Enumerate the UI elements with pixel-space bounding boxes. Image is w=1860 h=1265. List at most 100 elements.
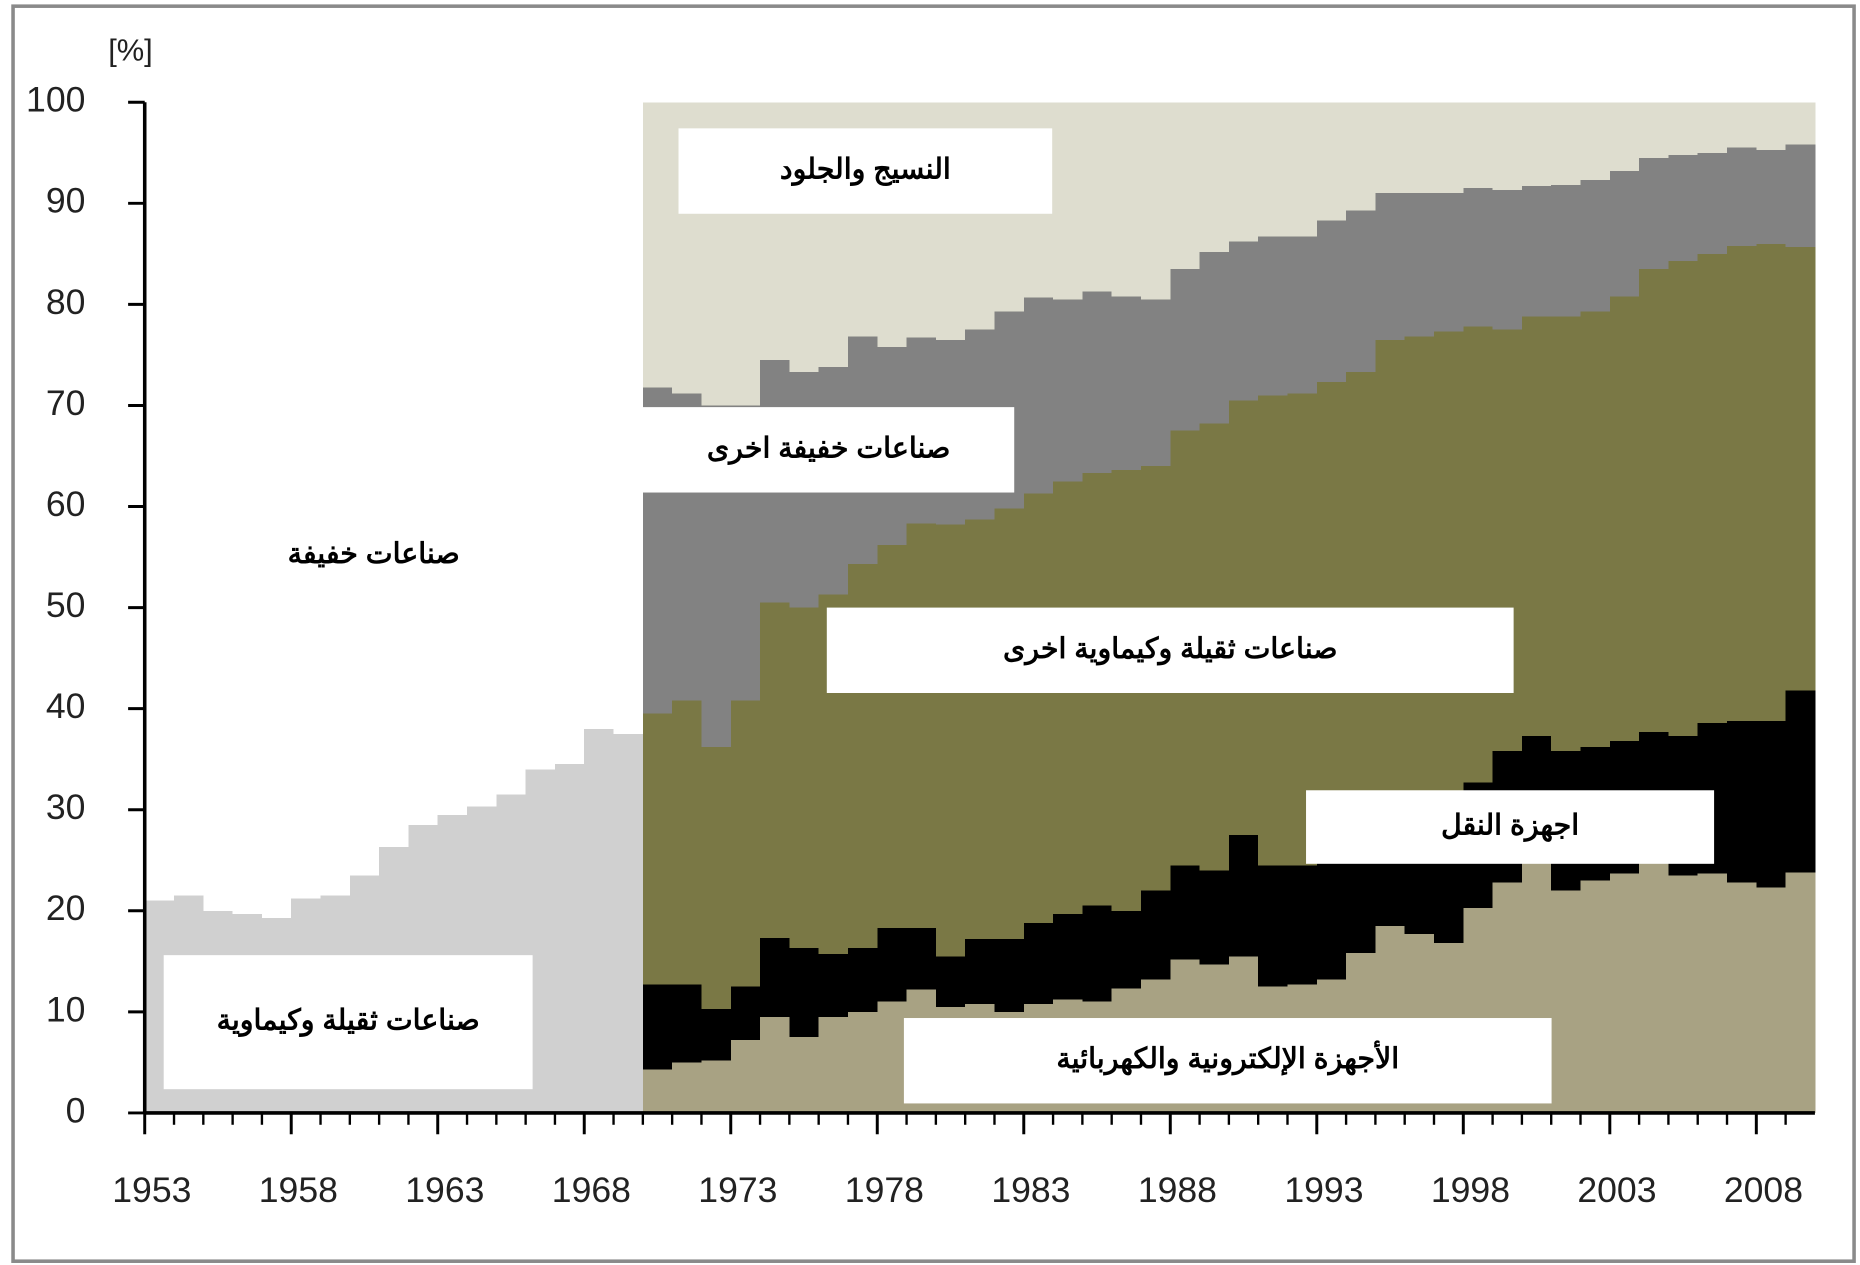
- x-tick-label: 2003: [1577, 1170, 1656, 1210]
- area-step: [1346, 862, 1377, 954]
- label-box: [1306, 790, 1715, 864]
- area-step: [1346, 102, 1377, 211]
- area-step: [1521, 102, 1552, 187]
- area-step: [1433, 331, 1465, 835]
- area-step: [1140, 299, 1171, 467]
- x-tick-label: 1993: [1284, 1170, 1363, 1210]
- area-step: [1580, 102, 1611, 181]
- area-step: [1697, 873, 1728, 1113]
- area-step: [584, 102, 615, 729]
- area-step: [965, 519, 996, 940]
- x-tick-label: 1988: [1138, 1170, 1217, 1210]
- area-step: [789, 948, 820, 1038]
- area-step: [1375, 102, 1406, 194]
- area-step: [642, 984, 673, 1070]
- area-step: [877, 1001, 908, 1113]
- area-step: [1463, 326, 1494, 783]
- area-step: [1287, 102, 1318, 237]
- area-step: [1023, 297, 1054, 494]
- area-step: [1082, 905, 1113, 1002]
- area-step: [1111, 910, 1142, 989]
- area-step: [1111, 296, 1142, 471]
- area-step: [760, 602, 791, 939]
- area-step: [1346, 210, 1377, 373]
- area-step: [1111, 102, 1142, 297]
- area-step: [584, 728, 615, 1113]
- area-step: [144, 102, 175, 901]
- area-step: [554, 764, 585, 1113]
- label-box: [678, 128, 1053, 214]
- area-step: [496, 102, 527, 795]
- area-step: [1521, 316, 1552, 736]
- area-step: [701, 747, 732, 1009]
- area-step: [1785, 690, 1816, 873]
- area-step: [1727, 245, 1758, 721]
- area-step: [1492, 102, 1523, 191]
- area-step: [1727, 102, 1758, 148]
- y-tick-label: 30: [46, 787, 86, 827]
- y-tick-label: 50: [46, 585, 86, 625]
- y-tick-label: 60: [46, 484, 86, 524]
- series-label: صناعات خفيفة اخرى: [707, 432, 950, 465]
- area-step: [789, 1037, 820, 1113]
- label-box: [903, 1018, 1552, 1104]
- area-step: [1082, 291, 1113, 474]
- area-step: [672, 700, 703, 985]
- area-step: [1316, 220, 1347, 383]
- area-step: [818, 1016, 849, 1113]
- x-tick-label: 1983: [991, 1170, 1070, 1210]
- area-step: [1785, 872, 1816, 1113]
- area-step: [1082, 102, 1113, 292]
- area-step: [1375, 193, 1406, 340]
- area-step: [1170, 102, 1201, 270]
- area-step: [613, 733, 644, 1113]
- area-step: [437, 102, 468, 815]
- y-tick-label: 0: [66, 1090, 86, 1130]
- area-step: [1668, 875, 1699, 1113]
- area-step: [1785, 144, 1816, 247]
- x-tick-label: 1978: [845, 1170, 924, 1210]
- area-step: [730, 700, 761, 987]
- area-step: [1404, 336, 1435, 863]
- x-tick-label: 1953: [112, 1170, 191, 1210]
- area-step: [1580, 311, 1611, 748]
- area-step: [935, 524, 966, 957]
- label-box: [826, 607, 1514, 693]
- label-box: [642, 407, 1015, 493]
- area-step: [1727, 720, 1758, 883]
- x-tick-label: 1968: [552, 1170, 631, 1210]
- area-step: [1053, 102, 1084, 300]
- area-step: [1756, 102, 1787, 150]
- y-tick-label: 80: [46, 282, 86, 322]
- area-step: [232, 102, 263, 914]
- area-step: [1199, 870, 1230, 965]
- area-step: [1551, 316, 1582, 752]
- area-step: [847, 1011, 878, 1113]
- area-step: [1639, 862, 1670, 1113]
- area-step: [467, 102, 498, 807]
- area-step: [877, 544, 908, 928]
- area-step: [1697, 152, 1728, 254]
- area-step: [1170, 269, 1201, 431]
- area-step: [760, 938, 791, 1017]
- area-step: [1551, 890, 1582, 1113]
- area-step: [261, 102, 292, 918]
- area-step: [1199, 251, 1230, 424]
- area-step: [672, 984, 703, 1063]
- area-step: [1316, 862, 1347, 980]
- area-step: [1316, 102, 1347, 221]
- series-label: صناعات ثقيلة وكيماوية: [217, 1005, 480, 1038]
- area-step: [1170, 865, 1201, 960]
- area-step: [1609, 873, 1640, 1113]
- area-step: [642, 102, 673, 388]
- area-step: [408, 102, 439, 825]
- area-step: [906, 523, 937, 928]
- area-step: [1463, 188, 1494, 327]
- area-step: [760, 1016, 791, 1113]
- area-step: [906, 927, 937, 990]
- area-step: [1140, 102, 1171, 300]
- overlay: 0 10 20 30 40 50 60 70 80 90 100 1953 1958 1963 1968 19…: [26, 80, 1815, 1210]
- series-label: صناعات ثقيلة وكيماوية اخرى: [1003, 633, 1338, 666]
- area-step: [1639, 102, 1670, 158]
- area-step: [1697, 253, 1728, 723]
